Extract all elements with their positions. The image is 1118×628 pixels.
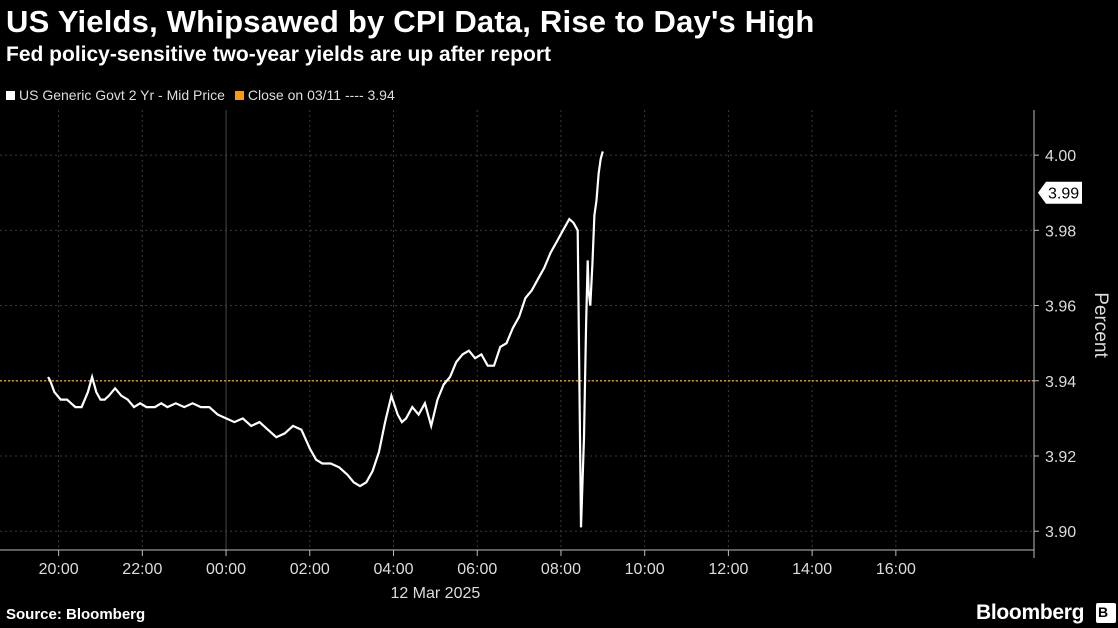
legend-reference-label: Close on 03/11 ---- 3.94 bbox=[247, 87, 395, 103]
x-tick-label: 12:00 bbox=[708, 561, 748, 578]
y-tick-label: 3.98 bbox=[1045, 223, 1076, 240]
legend-swatch-series bbox=[6, 90, 15, 100]
x-tick-label: 06:00 bbox=[457, 561, 497, 578]
legend-swatch-reference bbox=[234, 90, 244, 100]
x-axis-date-label: 12 Mar 2025 bbox=[390, 585, 480, 602]
last-value-tag-shape bbox=[1038, 181, 1082, 204]
y-tick-label: 4.00 bbox=[1045, 148, 1076, 165]
y-tick-label: 3.94 bbox=[1045, 374, 1076, 391]
chart-legend: US Generic Govt 2 Yr - Mid Price Close o… bbox=[6, 86, 405, 104]
y-tick-label: 3.90 bbox=[1045, 524, 1076, 541]
x-tick-label: 00:00 bbox=[206, 561, 246, 578]
legend-series-label: US Generic Govt 2 Yr - Mid Price bbox=[19, 87, 225, 103]
chart-subtitle: Fed policy-sensitive two-year yields are… bbox=[6, 43, 552, 66]
chart-title: US Yields, Whipsawed by CPI Data, Rise t… bbox=[6, 4, 815, 39]
bloomberg-logo: Bloomberg bbox=[976, 601, 1085, 624]
x-axis: 20:00 22:00 00:00 02:00 04:00 06:00 08:00 10:00… bbox=[0, 549, 1034, 578]
x-tick-label: 08:00 bbox=[541, 561, 581, 578]
legend-item-reference: Close on 03/11 ---- 3.94 bbox=[234, 87, 395, 103]
series-line-2yr-yield bbox=[47, 151, 604, 528]
y-axis-title: Percent bbox=[1090, 292, 1111, 358]
x-tick-label: 14:00 bbox=[792, 561, 832, 578]
last-value-tag-label: 3.99 bbox=[1048, 186, 1079, 203]
y-tick-label: 3.92 bbox=[1045, 449, 1076, 466]
bloomberg-mark-icon: B bbox=[1096, 603, 1116, 623]
x-tick-label: 22:00 bbox=[122, 561, 162, 578]
legend-item-series: US Generic Govt 2 Yr - Mid Price bbox=[6, 87, 225, 103]
x-tick-label: 02:00 bbox=[290, 561, 330, 578]
x-tick-label: 04:00 bbox=[373, 561, 413, 578]
y-tick-label: 3.96 bbox=[1045, 299, 1076, 316]
x-tick-label: 16:00 bbox=[876, 561, 916, 578]
grid-lines bbox=[0, 110, 1034, 550]
last-value-tag: 3.99 bbox=[1038, 181, 1082, 204]
x-tick-label: 20:00 bbox=[39, 561, 79, 578]
source-note: Source: Bloomberg bbox=[6, 606, 146, 623]
y-axis: 3.90 3.92 3.94 3.96 3.98 4.00 bbox=[1033, 110, 1076, 558]
x-tick-label: 10:00 bbox=[625, 561, 665, 578]
